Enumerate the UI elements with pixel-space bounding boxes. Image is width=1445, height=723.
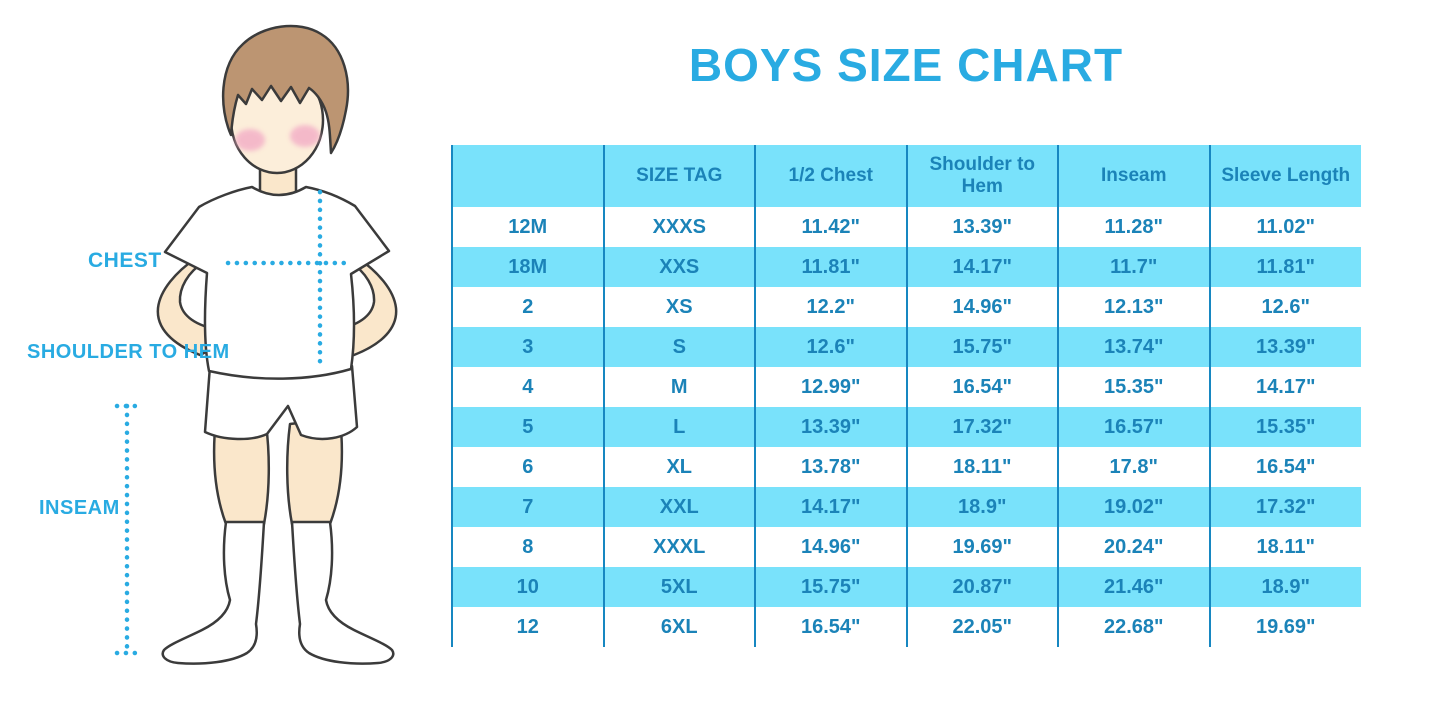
table-cell: 5 [451, 407, 604, 447]
table-cell: 6 [451, 447, 604, 487]
table-cell: 14.17" [1208, 367, 1361, 407]
table-cell: XL [602, 447, 755, 487]
table-cell: 12.13" [1057, 287, 1210, 327]
table-cell: 18M [451, 247, 604, 287]
table-cell: 12.99" [754, 367, 907, 407]
table-cell: 19.02" [1057, 487, 1210, 527]
table-row: 12M XXXS 11.42" 13.39" 11.28" 11.02" [451, 207, 1361, 247]
table-cell: XXS [602, 247, 755, 287]
table-cell: 12.2" [754, 287, 907, 327]
table-cell: 18.11" [1208, 527, 1361, 567]
column-header: SIZE TAG [602, 145, 755, 207]
table-cell: 12.6" [1208, 287, 1361, 327]
table-cell: 14.96" [905, 287, 1058, 327]
table-cell: 21.46" [1057, 567, 1210, 607]
table-cell: 11.81" [754, 247, 907, 287]
table-cell: 12 [451, 607, 604, 647]
table-cell: 14.17" [905, 247, 1058, 287]
table-cell: 18.11" [905, 447, 1058, 487]
table-cell: 16.54" [905, 367, 1058, 407]
table-cell: 13.39" [905, 207, 1058, 247]
table-cell: 11.28" [1057, 207, 1210, 247]
boy-illustration [114, 24, 398, 665]
table-row: 8 XXXL 14.96" 19.69" 20.24" 18.11" [451, 527, 1361, 567]
table-cell: 8 [451, 527, 604, 567]
table-cell: 20.24" [1057, 527, 1210, 567]
right-cheek [290, 125, 320, 147]
table-cell: 13.39" [1208, 327, 1361, 367]
left-sock [161, 520, 266, 665]
page-title: BOYS SIZE CHART [688, 39, 1124, 91]
table-row: 12 6XL 16.54" 22.05" 22.68" 19.69" [451, 607, 1361, 647]
column-header: 1/2 Chest [754, 145, 907, 207]
table-cell: 7 [451, 487, 604, 527]
size-table: SIZE TAG 1/2 Chest Shoulder to Hem Inseam Sl… [451, 145, 1361, 647]
table-row: 10 5XL 15.75" 20.87" 21.46" 18.9" [451, 567, 1361, 607]
table-row: 7 XXL 14.17" 18.9" 19.02" 17.32" [451, 487, 1361, 527]
table-cell: L [602, 407, 755, 447]
table-cell: 16.57" [1057, 407, 1210, 447]
table-row: 18M XXS 11.81" 14.17" 11.7" 11.81" [451, 247, 1361, 287]
chest-label: CHEST [88, 249, 162, 272]
table-cell: 5XL [602, 567, 755, 607]
table-cell: S [602, 327, 755, 367]
table-cell: 19.69" [1208, 607, 1361, 647]
table-row: 2 XS 12.2" 14.96" 12.13" 12.6" [451, 287, 1361, 327]
table-cell: 17.8" [1057, 447, 1210, 487]
left-cheek [235, 129, 265, 151]
table-cell: 22.68" [1057, 607, 1210, 647]
table-cell: 16.54" [1208, 447, 1361, 487]
table-row: 3 S 12.6" 15.75" 13.74" 13.39" [451, 327, 1361, 367]
table-cell: 4 [451, 367, 604, 407]
table-cell: 19.69" [905, 527, 1058, 567]
table-cell: 15.75" [754, 567, 907, 607]
table-row: 6 XL 13.78" 18.11" 17.8" 16.54" [451, 447, 1361, 487]
table-row: 4 M 12.99" 16.54" 15.35" 14.17" [451, 367, 1361, 407]
table-cell: 10 [451, 567, 604, 607]
right-sock [290, 520, 395, 665]
table-cell: XXL [602, 487, 755, 527]
table-cell: M [602, 367, 755, 407]
table-cell: XS [602, 287, 755, 327]
column-header: Inseam [1057, 145, 1210, 207]
table-cell: 15.35" [1057, 367, 1210, 407]
table-cell: 18.9" [1208, 567, 1361, 607]
inseam-label: INSEAM [39, 497, 120, 519]
table-header-row: SIZE TAG 1/2 Chest Shoulder to Hem Inseam Sl… [451, 145, 1361, 207]
table-cell: 17.32" [905, 407, 1058, 447]
table-cell: XXXS [602, 207, 755, 247]
table-cell: 22.05" [905, 607, 1058, 647]
hair [221, 24, 350, 155]
table-cell: 12.6" [754, 327, 907, 367]
table-cell: 11.81" [1208, 247, 1361, 287]
table-cell: 14.96" [754, 527, 907, 567]
table-cell: 11.42" [754, 207, 907, 247]
table-cell: 20.87" [905, 567, 1058, 607]
column-header: Shoulder to Hem [905, 145, 1058, 207]
t-shirt [163, 185, 391, 380]
size-table-header: SIZE TAG 1/2 Chest Shoulder to Hem Inseam Sl… [451, 145, 1361, 207]
table-cell: 16.54" [754, 607, 907, 647]
table-cell: 15.75" [905, 327, 1058, 367]
table-cell: 3 [451, 327, 604, 367]
table-cell: 2 [451, 287, 604, 327]
table-cell: 6XL [602, 607, 755, 647]
table-cell: 14.17" [754, 487, 907, 527]
table-cell: 11.7" [1057, 247, 1210, 287]
table-row: 5 L 13.39" 17.32" 16.57" 15.35" [451, 407, 1361, 447]
column-header: Sleeve Length [1208, 145, 1361, 207]
shoulder-to-hem-label: SHOULDER TO HEM [27, 341, 230, 363]
table-cell: 11.02" [1208, 207, 1361, 247]
table-cell: 18.9" [905, 487, 1058, 527]
column-header [451, 145, 604, 207]
table-cell: XXXL [602, 527, 755, 567]
size-table-body: 12M XXXS 11.42" 13.39" 11.28" 11.02" 18M XXS 11.… [451, 207, 1361, 647]
table-cell: 12M [451, 207, 604, 247]
table-cell: 13.39" [754, 407, 907, 447]
table-cell: 13.78" [754, 447, 907, 487]
table-cell: 13.74" [1057, 327, 1210, 367]
table-cell: 15.35" [1208, 407, 1361, 447]
table-cell: 17.32" [1208, 487, 1361, 527]
